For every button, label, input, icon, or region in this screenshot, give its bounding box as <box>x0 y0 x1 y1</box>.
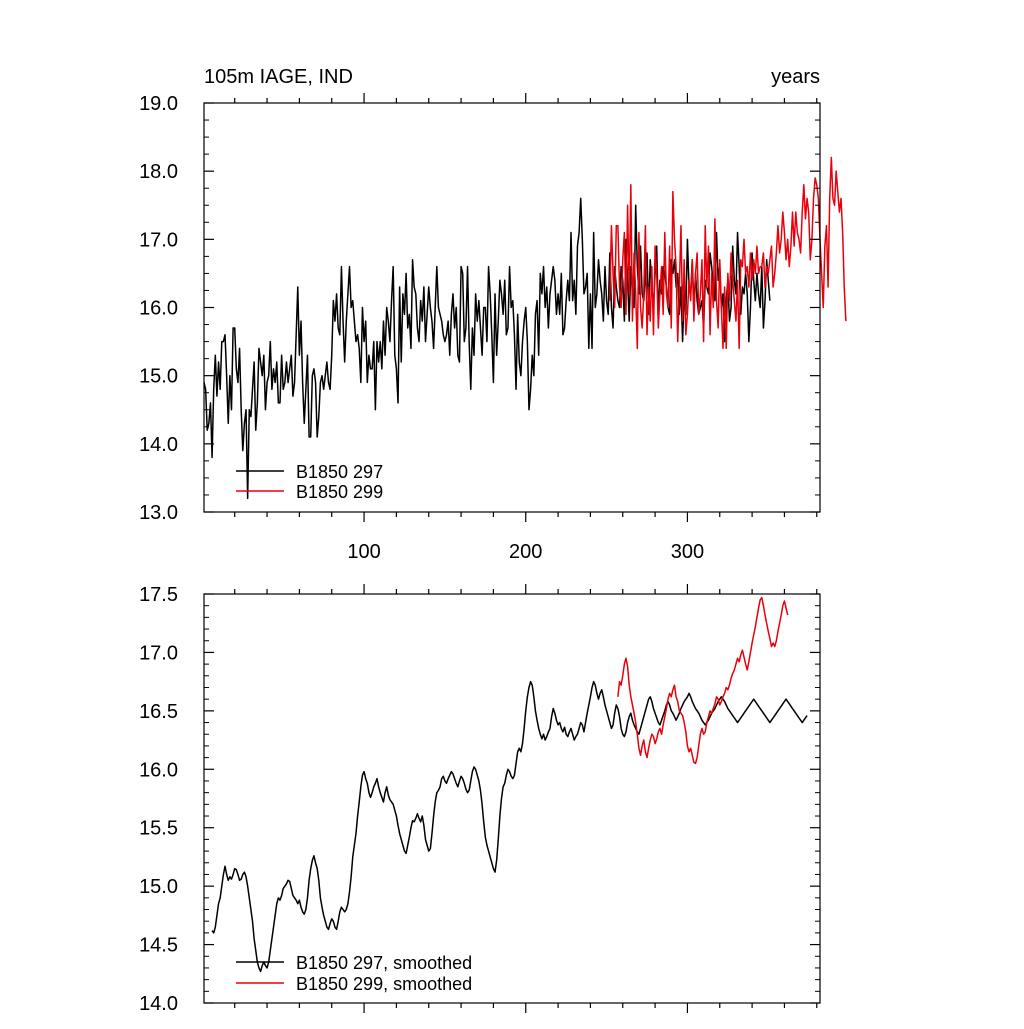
y-tick-label: 16.5 <box>139 701 178 723</box>
top-panel-ticks <box>204 93 820 522</box>
legend-label-b1850-297-smoothed: B1850 297, smoothed <box>296 953 472 973</box>
legend-label-b1850-299-smoothed: B1850 299, smoothed <box>296 974 472 994</box>
y-tick-label: 15.0 <box>139 876 178 898</box>
y-tick-label: 16.0 <box>139 759 178 781</box>
y-tick-label: 16.0 <box>139 298 178 320</box>
bottom-panel-ticks <box>204 584 820 1013</box>
top-panel-legend: B1850 297 B1850 299 <box>236 462 383 502</box>
top-panel-frame <box>203 102 821 513</box>
y-tick-label: 19.0 <box>139 93 178 115</box>
top-panel-y-tick-labels: 13.0 14.0 15.0 16.0 17.0 18.0 19.0 <box>139 93 178 524</box>
bottom-panel-lines <box>211 596 808 973</box>
top-panel: 105m IAGE, IND years 13.0 14.0 15.0 16.0 17.… <box>139 66 847 563</box>
series-line-b1850-297-smoothed <box>211 680 808 973</box>
y-tick-label: 14.0 <box>139 993 178 1015</box>
y-tick-label: 17.0 <box>139 229 178 251</box>
series-line-b1850-299-smoothed <box>617 596 789 765</box>
x-tick-label: 300 <box>671 541 704 563</box>
top-panel-lines <box>203 156 847 500</box>
y-tick-label: 14.5 <box>139 935 178 957</box>
legend-label-b1850-297: B1850 297 <box>296 462 383 482</box>
top-panel-x-tick-labels: 100 200 300 <box>347 541 704 563</box>
y-tick-label: 14.0 <box>139 434 178 456</box>
legend-label-b1850-299: B1850 299 <box>296 482 383 502</box>
y-tick-label: 17.5 <box>139 584 178 606</box>
y-tick-label: 17.0 <box>139 642 178 664</box>
x-tick-label: 100 <box>347 541 380 563</box>
x-tick-label: 200 <box>509 541 542 563</box>
top-panel-title: 105m IAGE, IND <box>204 66 353 88</box>
bottom-panel: 14.0 14.5 15.0 15.5 16.0 16.5 17.0 17.5 B1850 2… <box>139 584 821 1015</box>
y-tick-label: 13.0 <box>139 502 178 524</box>
y-tick-label: 18.0 <box>139 161 178 183</box>
bottom-panel-legend: B1850 297, smoothed B1850 299, smoothed <box>236 953 472 994</box>
series-line-b1850-297 <box>203 197 771 500</box>
y-tick-label: 15.0 <box>139 366 178 388</box>
y-tick-label: 15.5 <box>139 818 178 840</box>
bottom-panel-frame <box>203 593 821 1004</box>
series-line-b1850-299 <box>609 156 847 350</box>
bottom-panel-y-tick-labels: 14.0 14.5 15.0 15.5 16.0 16.5 17.0 17.5 <box>139 584 178 1015</box>
top-panel-units: years <box>771 66 820 88</box>
